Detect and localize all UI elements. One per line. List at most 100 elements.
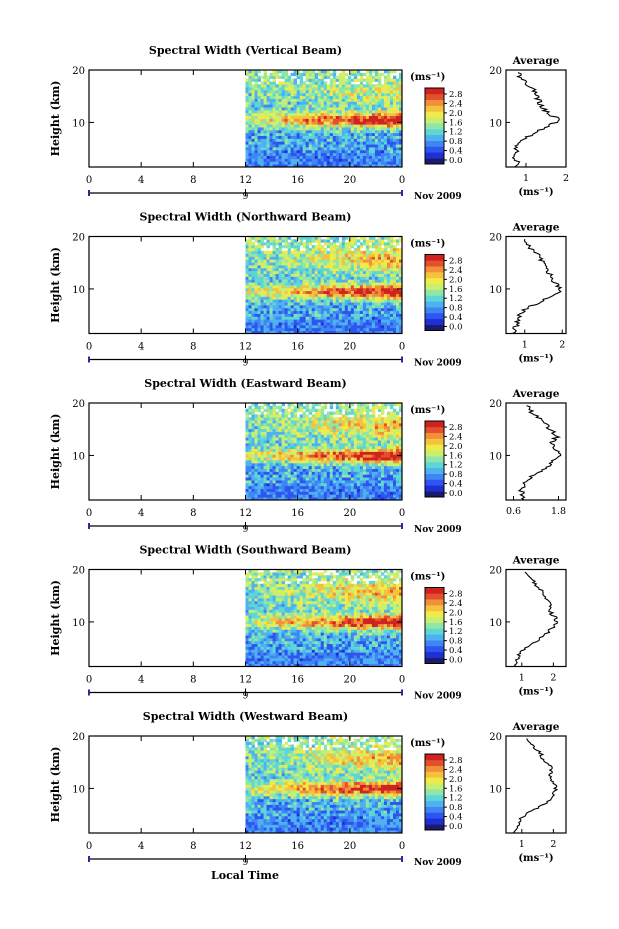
heatmap-cell xyxy=(335,488,340,492)
heatmap-cell xyxy=(254,408,258,412)
heatmap-cell xyxy=(395,262,400,266)
heatmap-cell xyxy=(332,75,337,79)
heatmap-cell xyxy=(341,115,346,119)
heatmap-cell xyxy=(272,158,276,162)
heatmap-cell xyxy=(299,149,304,154)
heatmap-cell xyxy=(350,147,355,151)
heatmap-cell xyxy=(248,480,252,484)
heatmap-cell xyxy=(260,256,264,260)
heatmap-cell xyxy=(338,89,343,94)
heatmap-cell xyxy=(302,440,307,444)
heatmap-cell xyxy=(317,247,322,252)
heatmap-cell xyxy=(269,147,273,151)
heatmap-cell xyxy=(341,239,346,243)
heatmap-cell xyxy=(278,262,283,266)
heatmap-cell xyxy=(365,81,370,85)
heatmap-cell xyxy=(275,109,280,114)
heatmap-cell xyxy=(281,299,286,303)
heatmap-cell xyxy=(371,420,376,424)
heatmap-cell xyxy=(335,425,340,430)
heatmap-cell xyxy=(287,480,292,484)
heatmap-cell xyxy=(338,98,343,102)
heatmap-cell xyxy=(365,322,370,326)
heatmap-cell xyxy=(377,75,382,79)
heatmap-cell xyxy=(254,293,258,297)
heatmap-cell xyxy=(344,121,349,125)
heatmap-cell xyxy=(335,491,340,495)
heatmap-cell xyxy=(359,445,364,450)
heatmap-cell xyxy=(368,164,373,168)
heatmap-cell xyxy=(305,414,310,418)
heatmap-cell xyxy=(299,293,304,297)
heatmap-cell xyxy=(272,265,276,269)
heatmap-cell xyxy=(281,454,286,458)
heatmap-cell xyxy=(278,265,283,269)
heatmap-cell xyxy=(248,152,252,156)
heatmap-cell xyxy=(329,285,334,289)
heatmap-cell xyxy=(386,101,391,105)
heatmap-cell xyxy=(329,442,334,447)
heatmap-cell xyxy=(305,307,310,312)
heatmap-cell xyxy=(341,445,346,450)
heatmap-cell xyxy=(293,132,298,137)
heatmap-cell xyxy=(290,324,295,329)
heatmap-cell xyxy=(332,425,337,430)
heatmap-cell xyxy=(320,477,325,481)
heatmap-cell xyxy=(263,425,267,430)
heatmap-cell xyxy=(290,485,295,489)
heatmap-cell xyxy=(380,141,385,145)
heatmap-cell xyxy=(386,307,391,312)
heatmap-cell xyxy=(257,132,261,137)
heatmap-cell xyxy=(344,299,349,303)
heatmap-cell xyxy=(353,457,358,461)
heatmap-cell xyxy=(353,276,358,280)
heatmap-cell xyxy=(248,302,252,306)
heatmap-cell xyxy=(371,462,376,467)
heatmap-cell xyxy=(248,474,252,478)
heatmap-cell xyxy=(356,158,361,162)
heatmap-cell xyxy=(356,253,361,257)
heatmap-cell xyxy=(311,129,316,134)
heatmap-cell xyxy=(371,259,376,263)
heatmap-cell xyxy=(329,247,334,252)
heatmap-cell xyxy=(269,92,273,97)
heatmap-cell xyxy=(245,81,249,85)
heatmap-cell xyxy=(314,109,319,114)
heatmap-cell xyxy=(356,149,361,154)
heatmap-cell xyxy=(263,442,267,447)
heatmap-cell xyxy=(305,138,310,142)
heatmap-cell xyxy=(326,124,331,128)
heatmap-cell xyxy=(374,451,379,455)
heatmap-cell xyxy=(341,109,346,114)
heatmap-cell xyxy=(359,310,364,314)
heatmap-cell xyxy=(371,405,376,410)
heatmap-cell xyxy=(251,307,255,312)
heatmap-cell xyxy=(275,253,280,257)
heatmap-cell xyxy=(353,293,358,297)
heatmap-cell xyxy=(302,267,307,272)
heatmap-cell xyxy=(281,104,286,108)
heatmap-cell xyxy=(260,324,264,329)
heatmap-cell xyxy=(338,302,343,306)
heatmap-cell xyxy=(308,109,313,114)
heatmap-cell xyxy=(341,282,346,286)
heatmap-cell xyxy=(320,310,325,314)
heatmap-cell xyxy=(338,276,343,280)
heatmap-cell xyxy=(287,115,292,119)
heatmap-cell xyxy=(263,84,267,88)
heatmap-cell xyxy=(290,144,295,148)
heatmap-cell xyxy=(335,431,340,435)
month-label: Nov 2009 xyxy=(414,359,462,369)
heatmap-cell xyxy=(383,330,388,334)
heatmap-cell xyxy=(320,92,325,97)
heatmap-cell xyxy=(341,290,346,294)
heatmap-cell xyxy=(263,307,267,312)
heatmap-cell xyxy=(383,290,388,294)
heatmap-cell xyxy=(392,138,397,142)
heatmap-cell xyxy=(320,267,325,272)
heatmap-cell xyxy=(347,468,352,472)
heatmap-cell xyxy=(254,250,258,255)
average-ytick-label: 10 xyxy=(489,118,502,129)
heatmap-cell xyxy=(293,440,298,444)
heatmap-cell xyxy=(332,149,337,154)
